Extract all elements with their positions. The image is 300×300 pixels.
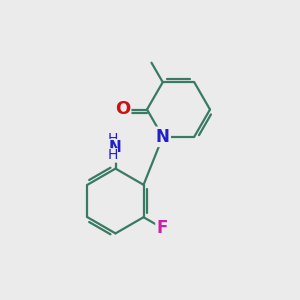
- Text: O: O: [115, 100, 130, 118]
- Text: N: N: [109, 140, 122, 154]
- Text: F: F: [157, 219, 168, 237]
- Text: H: H: [107, 132, 118, 145]
- Text: N: N: [156, 128, 170, 146]
- Text: H: H: [107, 148, 118, 162]
